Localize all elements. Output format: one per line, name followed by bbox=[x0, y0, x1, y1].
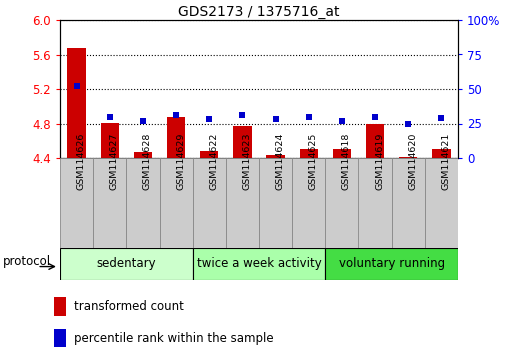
Bar bbox=[68, 47, 86, 158]
Text: GSM114621: GSM114621 bbox=[441, 133, 450, 190]
Text: GSM114629: GSM114629 bbox=[176, 133, 185, 190]
Bar bbox=[432, 149, 450, 158]
Point bbox=[305, 114, 313, 119]
Bar bbox=[325, 158, 359, 248]
Point bbox=[72, 84, 81, 89]
Text: protocol: protocol bbox=[3, 255, 51, 268]
Text: GSM114623: GSM114623 bbox=[243, 133, 251, 190]
Text: twice a week activity: twice a week activity bbox=[196, 257, 321, 270]
Bar bbox=[325, 248, 458, 280]
Point bbox=[437, 115, 445, 121]
Bar bbox=[54, 297, 66, 316]
Bar bbox=[200, 151, 219, 158]
Bar bbox=[193, 248, 325, 280]
Text: GSM114628: GSM114628 bbox=[143, 133, 152, 190]
Point bbox=[139, 118, 147, 124]
Point bbox=[371, 114, 379, 119]
Bar bbox=[425, 158, 458, 248]
Text: GSM114625: GSM114625 bbox=[309, 133, 318, 190]
Point bbox=[172, 112, 180, 118]
Point bbox=[106, 114, 114, 119]
Bar bbox=[366, 124, 384, 158]
Bar bbox=[54, 329, 66, 347]
Text: GSM114619: GSM114619 bbox=[375, 133, 384, 190]
Bar bbox=[60, 248, 193, 280]
Bar bbox=[226, 158, 259, 248]
Text: GSM114622: GSM114622 bbox=[209, 133, 218, 190]
Bar bbox=[167, 118, 185, 158]
Text: GSM114618: GSM114618 bbox=[342, 133, 351, 190]
Bar bbox=[300, 149, 318, 158]
Text: GSM114624: GSM114624 bbox=[275, 133, 285, 190]
Point bbox=[404, 121, 412, 126]
Point bbox=[205, 116, 213, 122]
Title: GDS2173 / 1375716_at: GDS2173 / 1375716_at bbox=[178, 5, 340, 19]
Point bbox=[271, 116, 280, 122]
Bar bbox=[266, 155, 285, 158]
Bar bbox=[60, 158, 93, 248]
Text: transformed count: transformed count bbox=[74, 300, 184, 313]
Bar bbox=[233, 126, 251, 158]
Text: percentile rank within the sample: percentile rank within the sample bbox=[74, 332, 274, 345]
Text: sedentary: sedentary bbox=[96, 257, 156, 270]
Point bbox=[338, 118, 346, 124]
Bar bbox=[101, 122, 119, 158]
Bar bbox=[160, 158, 193, 248]
Bar bbox=[93, 158, 126, 248]
Text: GSM114626: GSM114626 bbox=[76, 133, 86, 190]
Bar bbox=[292, 158, 325, 248]
Bar bbox=[259, 158, 292, 248]
Point bbox=[239, 112, 247, 118]
Bar bbox=[126, 158, 160, 248]
Bar bbox=[134, 152, 152, 158]
Text: GSM114627: GSM114627 bbox=[110, 133, 119, 190]
Text: voluntary running: voluntary running bbox=[339, 257, 445, 270]
Bar bbox=[333, 149, 351, 158]
Bar bbox=[391, 158, 425, 248]
Bar bbox=[359, 158, 391, 248]
Bar bbox=[399, 157, 418, 158]
Bar bbox=[193, 158, 226, 248]
Text: GSM114620: GSM114620 bbox=[408, 133, 417, 190]
